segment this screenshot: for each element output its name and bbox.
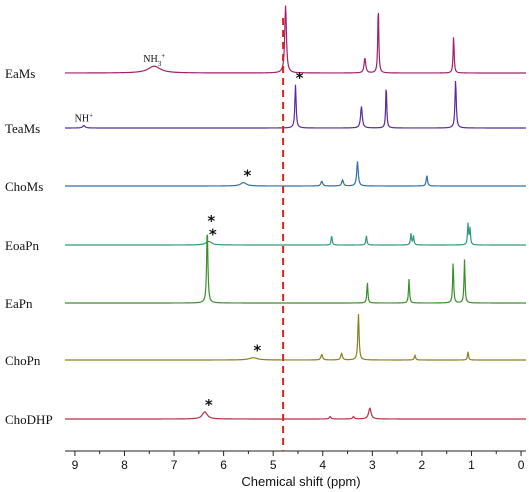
spectrum-line-eapn <box>65 234 526 304</box>
x-tick-label: 3 <box>369 458 376 472</box>
series-label-eoapn: EoaPn <box>5 238 39 253</box>
x-tick-label: 8 <box>121 458 128 472</box>
spectra-group <box>65 5 526 420</box>
x-tick-label: 4 <box>319 458 326 472</box>
x-tick-label: 7 <box>171 458 178 472</box>
x-tick-label: 6 <box>220 458 227 472</box>
peak-asterisk-marker: * <box>205 396 213 414</box>
spectrum-line-eoapn <box>65 222 526 246</box>
peak-annotation: NH+ <box>75 112 93 125</box>
peak-asterisk-marker: * <box>253 342 261 360</box>
series-label-chodhp: ChoDHP <box>5 412 53 427</box>
spectrum-line-chopn <box>65 314 526 361</box>
spectrum-line-eams <box>65 5 526 74</box>
x-axis <box>65 450 526 456</box>
spectrum-line-teams <box>65 81 526 129</box>
series-label-chopn: ChoPn <box>5 353 41 368</box>
series-labels: EaMs TeaMs ChoMs EoaPn EaPn ChoPn ChoDHP <box>5 66 53 427</box>
x-tick-label: 2 <box>419 458 426 472</box>
peak-asterisk-marker: * <box>244 167 252 185</box>
peak-asterisk-marker: * <box>209 225 217 243</box>
series-label-eams: EaMs <box>5 66 35 81</box>
peak-asterisk-marker: * <box>296 69 304 87</box>
series-label-teams: TeaMs <box>5 121 40 136</box>
series-label-eapn: EaPn <box>5 296 33 311</box>
spectrum-line-choms <box>65 161 526 187</box>
x-tick-label: 1 <box>468 458 475 472</box>
peak-markers: *NH3+*NH+***** <box>75 0 304 414</box>
spectrum-line-chodhp <box>65 407 526 420</box>
x-tick-label: 9 <box>72 458 79 472</box>
x-tick-labels: 9 8 7 6 5 4 3 2 1 0 <box>72 458 525 472</box>
x-tick-label: 5 <box>270 458 277 472</box>
peak-asterisk-marker: * <box>286 0 294 7</box>
peak-asterisk-marker: * <box>207 212 215 230</box>
x-axis-label: Chemical shift (ppm) <box>241 474 360 489</box>
x-tick-label: 0 <box>518 458 525 472</box>
series-label-choms: ChoMs <box>5 179 43 194</box>
